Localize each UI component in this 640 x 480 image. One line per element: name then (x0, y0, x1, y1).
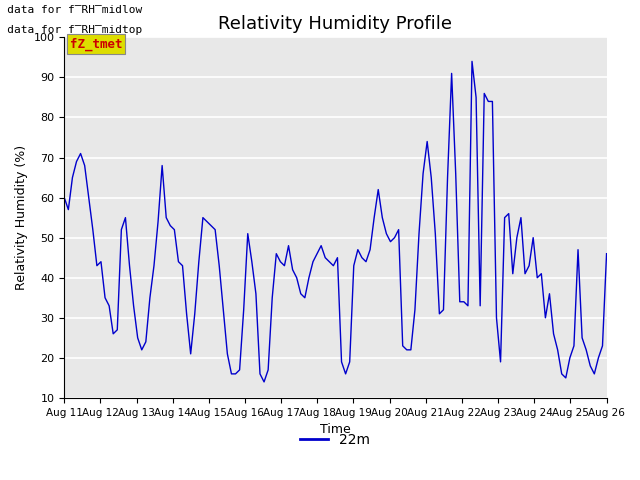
Title: Relativity Humidity Profile: Relativity Humidity Profile (218, 15, 452, 33)
Legend: 22m: 22m (295, 427, 376, 452)
Y-axis label: Relativity Humidity (%): Relativity Humidity (%) (15, 145, 28, 290)
Text: fZ_tmet: fZ_tmet (70, 37, 122, 51)
Text: No data for f̅RH̅midlow: No data for f̅RH̅midlow (0, 5, 143, 15)
X-axis label: Time: Time (320, 423, 351, 436)
Text: No data for f̅RH̅midtop: No data for f̅RH̅midtop (0, 24, 143, 35)
